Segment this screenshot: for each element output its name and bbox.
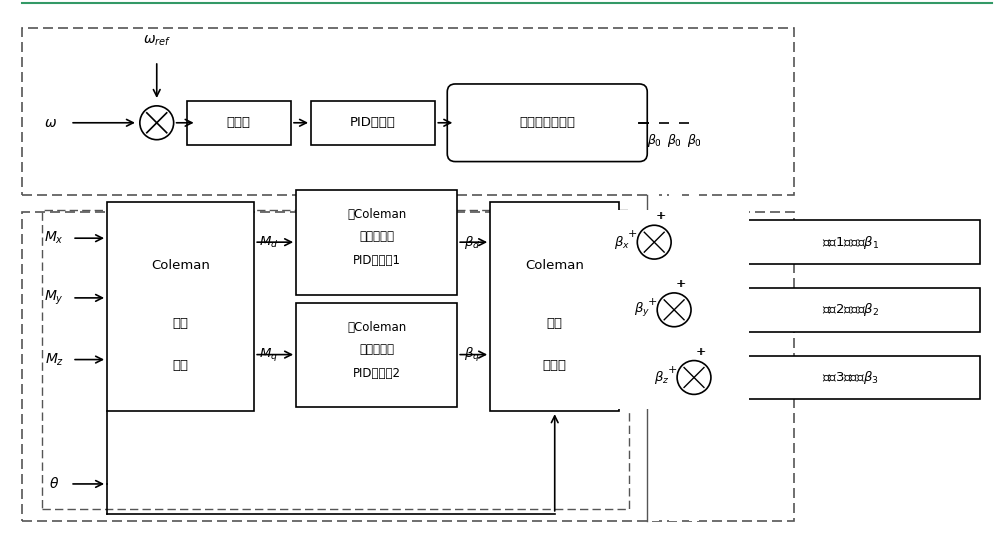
Text: 桨叶2桨距角$\beta_2$: 桨叶2桨距角$\beta_2$ [822,301,879,318]
Text: $\omega_{ref}$: $\omega_{ref}$ [143,34,171,48]
Text: Coleman: Coleman [151,258,210,272]
Circle shape [663,292,699,328]
Text: $\beta_x$: $\beta_x$ [629,234,645,251]
Text: PID控制器: PID控制器 [350,116,396,129]
Text: +: + [648,297,657,307]
Text: $\beta_q$: $\beta_q$ [464,345,480,364]
Circle shape [663,224,699,260]
Text: 统一桨距角指令: 统一桨距角指令 [519,116,575,129]
Text: +: + [653,231,662,241]
Text: 滤波的蚁群: 滤波的蚁群 [359,343,394,356]
Text: $\beta_z$: $\beta_z$ [654,369,670,386]
Text: 滤波器: 滤波器 [227,116,251,129]
Text: +: + [676,279,686,289]
Text: 带Coleman: 带Coleman [347,208,406,221]
FancyBboxPatch shape [595,210,749,409]
Text: $\beta_z$: $\beta_z$ [630,369,645,386]
Text: 逆变换: 逆变换 [543,359,567,372]
Text: PID控制器2: PID控制器2 [353,366,401,379]
Text: +: + [695,346,705,356]
Text: $\beta_0$: $\beta_0$ [647,132,662,149]
Text: +: + [653,366,662,377]
Text: $\beta_0$: $\beta_0$ [667,132,682,149]
Text: +: + [682,283,692,293]
Text: +: + [682,215,692,226]
Text: $\omega$: $\omega$ [44,116,57,130]
Text: $\beta_0$: $\beta_0$ [647,132,662,149]
Circle shape [637,226,671,259]
Text: +: + [667,365,677,375]
FancyBboxPatch shape [107,202,254,411]
FancyBboxPatch shape [296,303,457,408]
FancyBboxPatch shape [296,190,457,295]
Text: +: + [655,211,665,221]
Text: +: + [682,350,692,361]
Text: Coleman: Coleman [525,258,584,272]
Text: 带Coleman: 带Coleman [347,321,406,334]
Text: $M_x$: $M_x$ [44,230,64,246]
Text: $M_y$: $M_y$ [44,289,64,307]
Text: $\beta_d$: $\beta_d$ [464,234,480,251]
FancyBboxPatch shape [721,221,980,264]
Text: PID控制器1: PID控制器1 [353,254,401,267]
Text: $\beta_0$: $\beta_0$ [667,132,682,149]
Text: $\beta_0$: $\beta_0$ [687,132,702,149]
Text: +: + [656,211,666,221]
Text: +: + [628,229,637,239]
FancyBboxPatch shape [311,101,435,145]
Text: $\beta_0$: $\beta_0$ [687,132,702,149]
Text: $M_d$: $M_d$ [259,235,278,250]
FancyBboxPatch shape [721,356,980,399]
FancyBboxPatch shape [649,118,659,521]
Circle shape [663,360,699,395]
Text: +: + [653,299,662,309]
Text: $\beta_x$: $\beta_x$ [614,234,630,251]
Circle shape [677,361,711,394]
FancyBboxPatch shape [490,202,619,411]
FancyBboxPatch shape [447,84,647,162]
Circle shape [140,106,174,140]
Text: 坐标: 坐标 [173,317,189,330]
Text: 桨叶1桨距角$\beta_1$: 桨叶1桨距角$\beta_1$ [822,234,879,251]
Text: $M_z$: $M_z$ [45,351,64,368]
Text: 坐标: 坐标 [547,317,563,330]
Text: 变换: 变换 [173,359,189,372]
Text: +: + [675,279,685,289]
Text: $M_q$: $M_q$ [259,346,278,363]
FancyBboxPatch shape [614,210,634,409]
Text: $\beta_y$: $\beta_y$ [634,301,650,319]
FancyBboxPatch shape [669,118,679,521]
Text: $\beta_y$: $\beta_y$ [629,301,645,319]
Text: +: + [696,346,706,356]
Text: $\theta$: $\theta$ [49,476,59,492]
Circle shape [657,293,691,327]
FancyBboxPatch shape [689,118,699,521]
FancyBboxPatch shape [187,101,291,145]
Text: 桨叶3桨距角$\beta_3$: 桨叶3桨距角$\beta_3$ [822,369,879,386]
Text: 滤波的蚁群: 滤波的蚁群 [359,230,394,243]
FancyBboxPatch shape [721,288,980,332]
